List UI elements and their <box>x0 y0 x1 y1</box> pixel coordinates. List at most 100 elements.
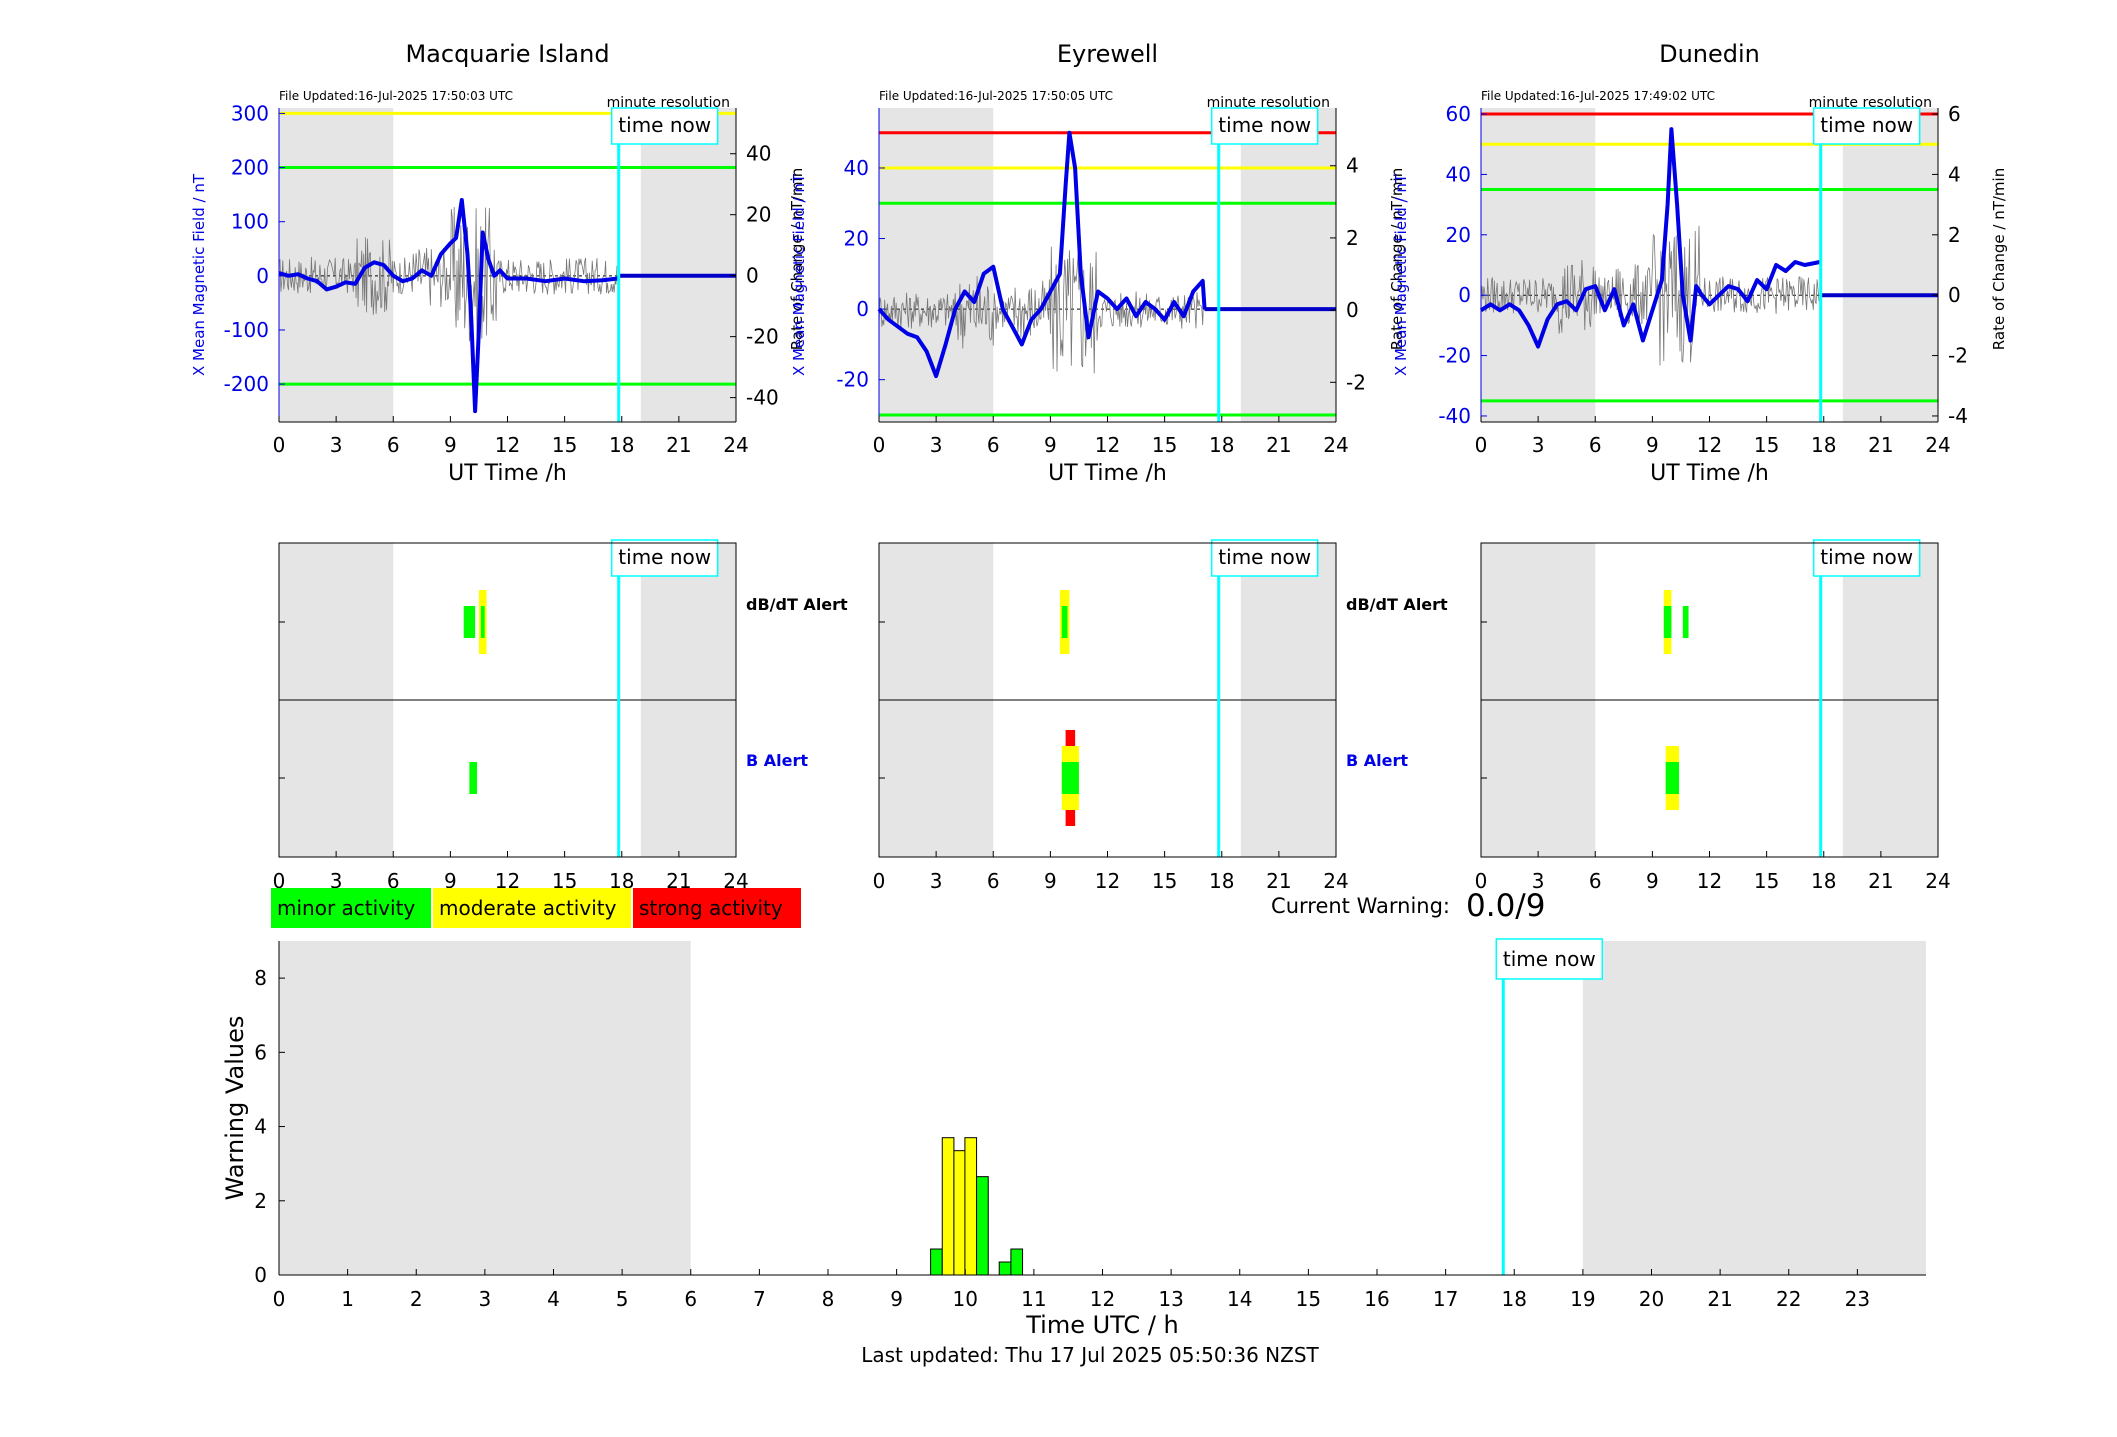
magnetic-field-series <box>1479 127 1821 349</box>
x-tick-label: 20 <box>1639 1287 1664 1311</box>
station-title: Eyrewell <box>1057 40 1158 68</box>
x-tick-label: 12 <box>1095 433 1120 457</box>
time-now-box <box>610 539 719 577</box>
rate-of-change-series <box>278 207 618 345</box>
x-tick-label: 24 <box>1925 869 1950 893</box>
station-panels: Macquarie Island File Updated:16-Jul-2025… <box>190 40 2008 893</box>
x-tick-label: 15 <box>1152 433 1177 457</box>
warning-bar <box>976 1176 989 1276</box>
left-tick-label: 200 <box>231 156 269 180</box>
time-now-box <box>1812 539 1921 577</box>
x-tick-label: 6 <box>1589 433 1602 457</box>
x-axis-label: Time UTC / h <box>1025 1311 1179 1339</box>
x-tick-label: 6 <box>387 869 400 893</box>
file-updated-text: File Updated:16-Jul-2025 17:50:03 UTC <box>279 89 513 103</box>
x-tick-label: 21 <box>1868 433 1893 457</box>
x-tick-label: 0 <box>273 1287 286 1311</box>
y-axis-label: Warning Values <box>221 1016 249 1201</box>
current-warning-label: Current Warning: <box>1271 894 1450 918</box>
right-tick-label: -20 <box>746 325 779 349</box>
x-tick-label: 6 <box>1589 869 1602 893</box>
b-alert-label: B Alert <box>1346 751 1408 770</box>
x-tick-label: 15 <box>1152 869 1177 893</box>
night-shading <box>1842 108 1938 422</box>
x-tick-label: 17 <box>1433 1287 1458 1311</box>
b-alert-label: B Alert <box>746 751 808 770</box>
x-tick-label: 9 <box>1646 433 1659 457</box>
left-tick-label: 40 <box>844 156 869 180</box>
x-tick-label: 0 <box>1475 869 1488 893</box>
left-tick-label: 60 <box>1446 102 1471 126</box>
dbdt-alert-label: dB/dT Alert <box>746 595 848 614</box>
magnetic-field-series <box>278 198 619 414</box>
night-shading <box>1582 941 1926 1275</box>
left-tick-label: 20 <box>1446 223 1471 247</box>
x-tick-label: 8 <box>822 1287 835 1311</box>
file-updated-text: File Updated:16-Jul-2025 17:49:02 UTC <box>1481 89 1715 103</box>
x-tick-label: 12 <box>1095 869 1120 893</box>
legend-label: strong activity <box>639 896 783 920</box>
time-now-box <box>610 107 719 145</box>
x-axis-label: UT Time /h <box>1650 461 1769 486</box>
x-tick-label: 18 <box>609 433 634 457</box>
right-tick-label: 2 <box>1346 226 1359 250</box>
right-axis-label: Rate of Change / nT/min <box>1990 168 2008 350</box>
x-tick-label: 12 <box>495 433 520 457</box>
warning-bar <box>930 1248 943 1276</box>
left-axis-label: X Mean Magnetic Field / nT <box>790 173 808 376</box>
x-tick-label: 3 <box>1532 433 1545 457</box>
left-tick-label: -100 <box>224 318 269 342</box>
station-macquarie-island: Macquarie Island File Updated:16-Jul-2025… <box>190 40 848 893</box>
x-tick-label: 2 <box>410 1287 423 1311</box>
x-tick-label: 23 <box>1845 1287 1870 1311</box>
x-tick-label: 9 <box>444 869 457 893</box>
x-tick-label: 15 <box>552 433 577 457</box>
x-tick-label: 3 <box>330 869 343 893</box>
x-tick-label: 14 <box>1227 1287 1252 1311</box>
x-tick-label: 21 <box>1868 869 1893 893</box>
right-axis-label: Rate of Change / nT/min <box>1388 168 1406 350</box>
dbdt-alert-minor-bar <box>1682 606 1689 638</box>
alert-plot: time now 0 3 6 9 12 15 18 21 24 <box>1475 539 1951 893</box>
left-tick-label: -200 <box>224 372 269 396</box>
right-tick-label: 0 <box>746 264 759 288</box>
x-tick-label: 0 <box>873 433 886 457</box>
x-tick-label: 5 <box>616 1287 629 1311</box>
x-tick-label: 9 <box>1044 869 1057 893</box>
right-tick-label: -2 <box>1346 370 1366 394</box>
x-tick-label: 6 <box>387 433 400 457</box>
night-shading <box>279 941 691 1275</box>
activity-legend: minor activity moderate activity strong ac… <box>271 888 801 928</box>
x-tick-label: 12 <box>1697 433 1722 457</box>
x-tick-label: 9 <box>1044 433 1057 457</box>
left-tick-label: -20 <box>836 368 869 392</box>
x-tick-label: 6 <box>987 433 1000 457</box>
dbdt-alert-label: dB/dT Alert <box>1346 595 1448 614</box>
y-tick-label: 0 <box>254 1263 267 1287</box>
night-shading <box>279 108 394 422</box>
x-tick-label: 3 <box>930 869 943 893</box>
b-alert-minor-bar <box>1665 762 1680 794</box>
x-tick-label: 3 <box>1532 869 1545 893</box>
x-tick-label: 4 <box>547 1287 560 1311</box>
legend-label: minor activity <box>277 896 415 920</box>
x-tick-label: 18 <box>1209 433 1234 457</box>
x-tick-label: 24 <box>1323 433 1348 457</box>
resolution-text: minute resolution <box>607 95 730 111</box>
x-tick-label: 21 <box>1266 433 1291 457</box>
alert-plot: time now 0 3 6 9 12 15 18 21 24 dB/dT Alert B Alert <box>873 539 1448 893</box>
x-tick-label: 11 <box>1021 1287 1046 1311</box>
time-now-label: time now <box>618 113 711 137</box>
x-tick-label: 12 <box>1090 1287 1115 1311</box>
x-tick-label: 7 <box>753 1287 766 1311</box>
station-dunedin: Dunedin File Updated:16-Jul-2025 17:49:02… <box>1392 40 2008 893</box>
x-tick-label: 0 <box>273 433 286 457</box>
x-tick-label: 18 <box>1209 869 1234 893</box>
x-tick-label: 15 <box>1754 433 1779 457</box>
x-tick-label: 24 <box>1925 433 1950 457</box>
time-now-box <box>1210 539 1319 577</box>
time-now-box <box>1210 107 1319 145</box>
warning-bar <box>998 1261 1012 1276</box>
x-tick-label: 0 <box>1475 433 1488 457</box>
